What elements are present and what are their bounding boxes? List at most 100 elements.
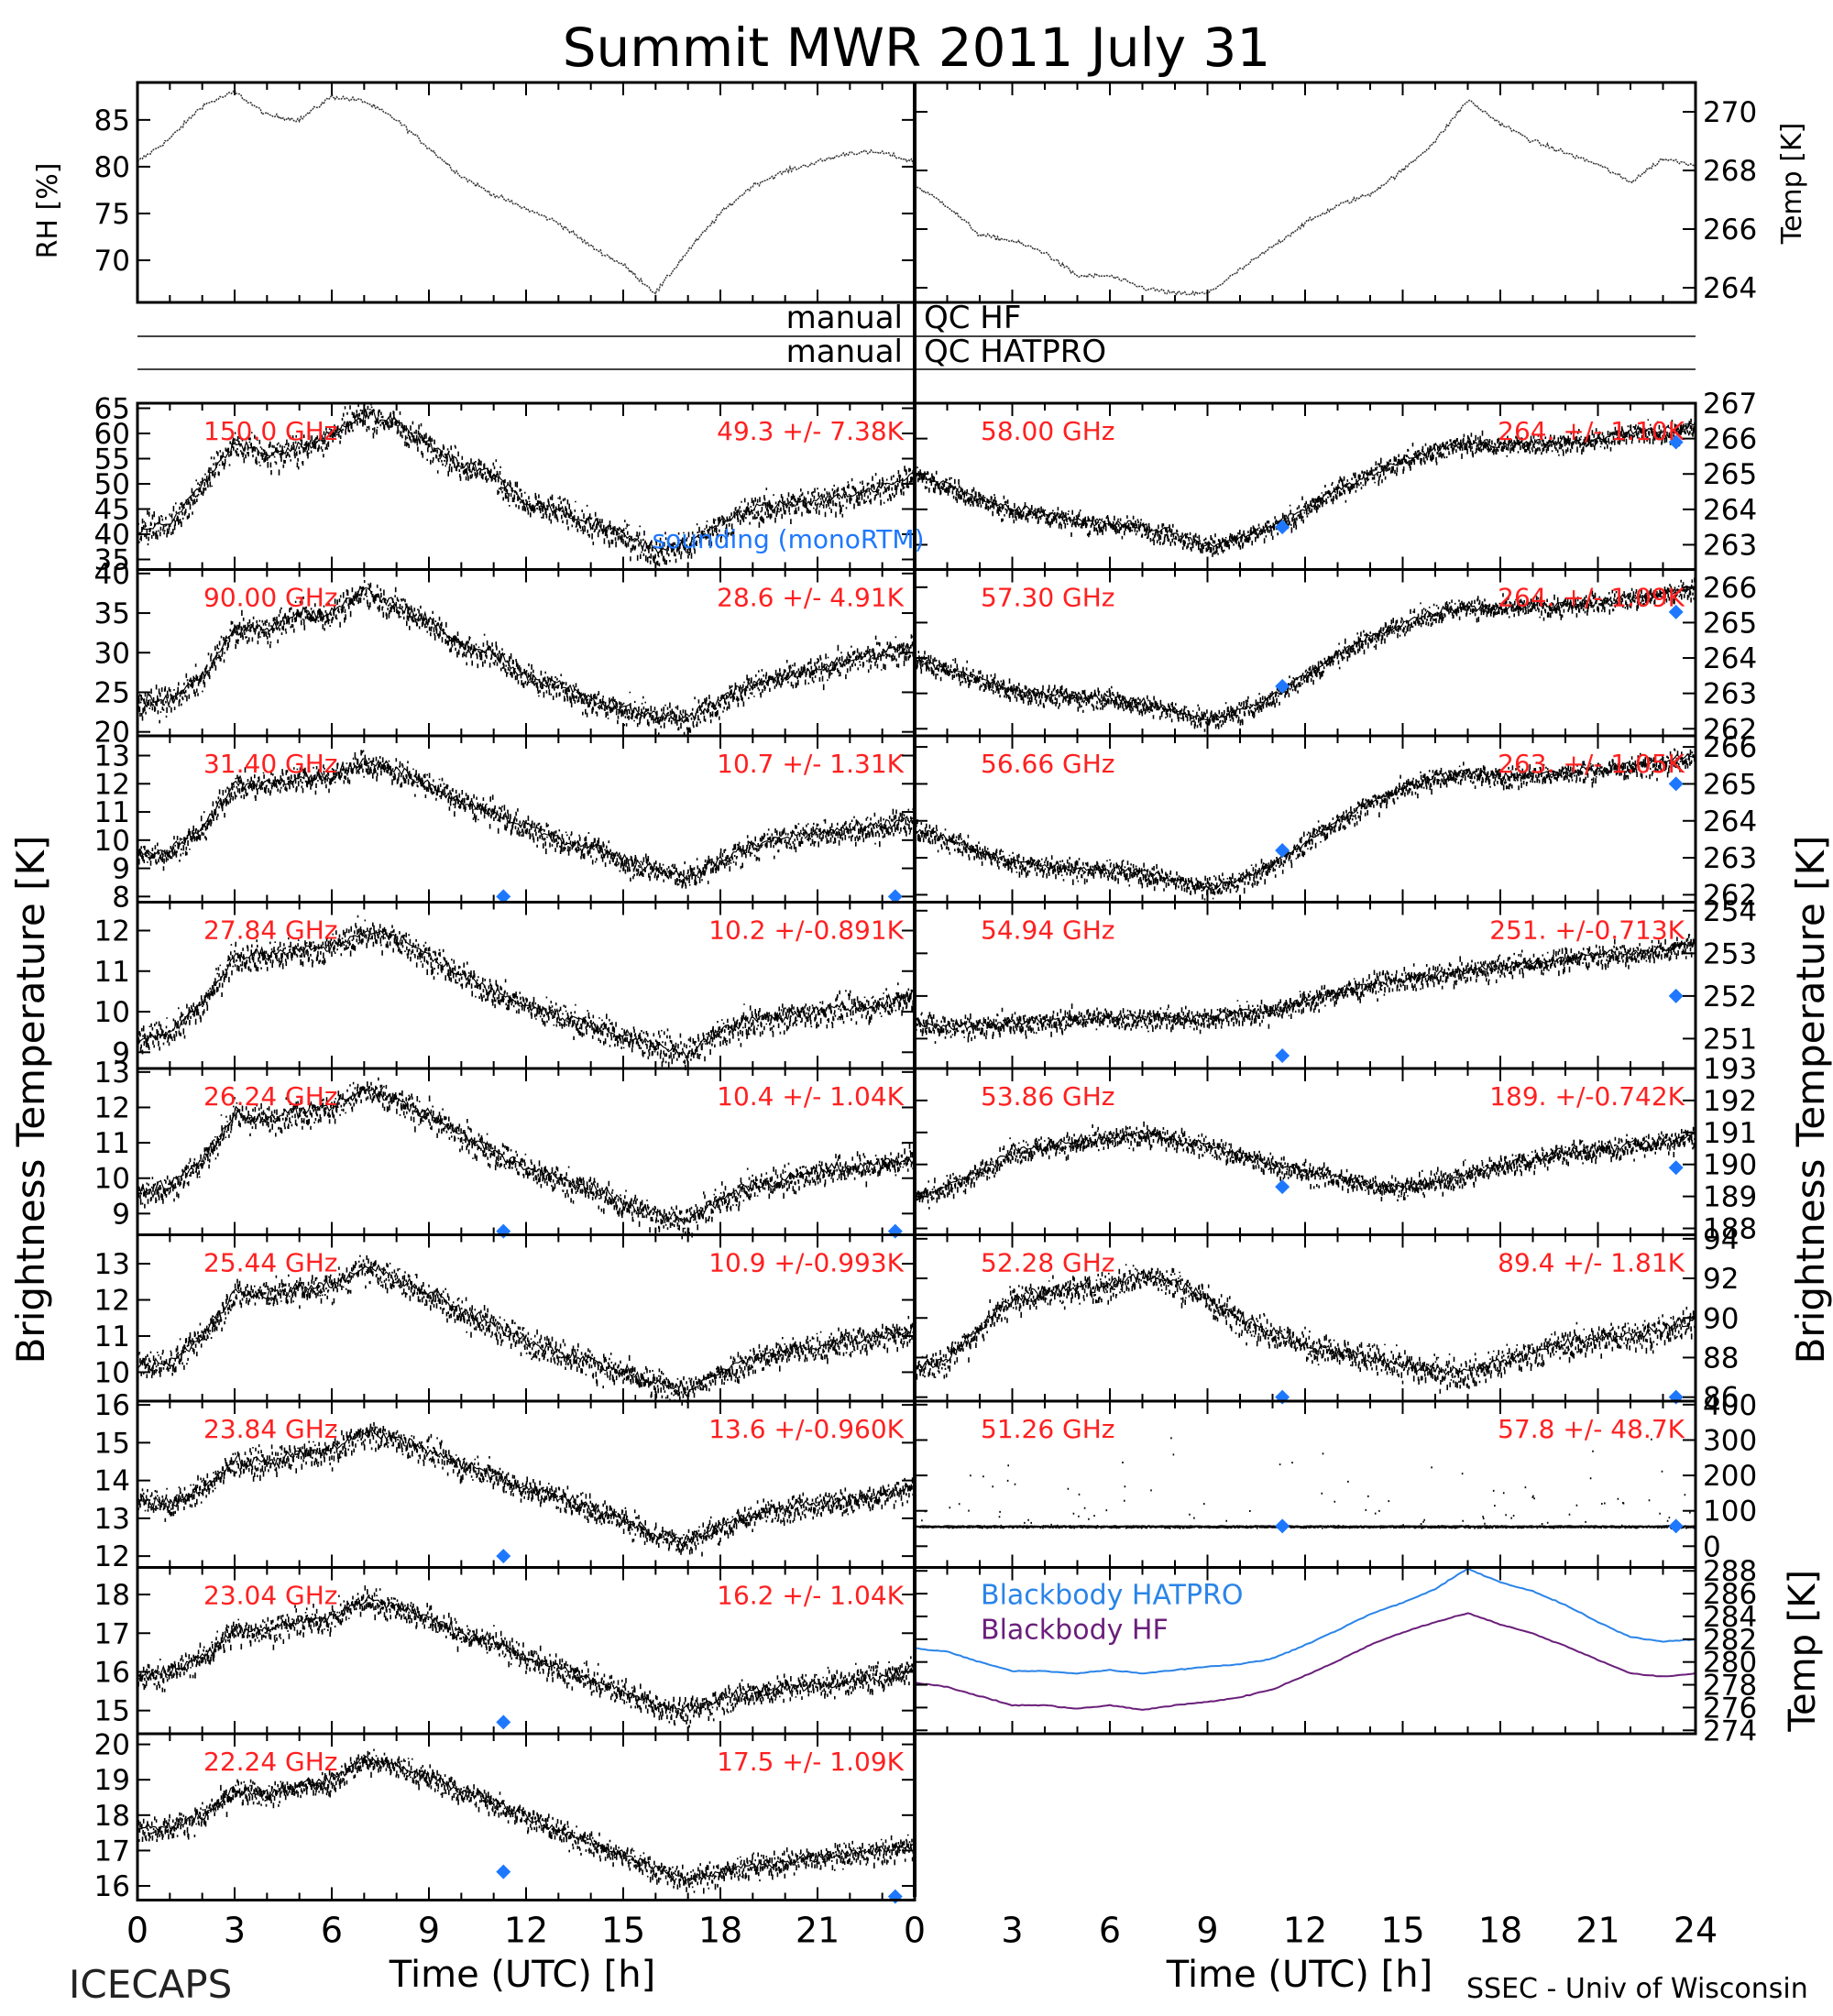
data-points [914, 934, 1696, 1044]
y-tick-label: 9 [112, 1198, 130, 1231]
qc-hf-label: QC HF [924, 300, 1021, 336]
data-series [137, 408, 916, 555]
sounding-marker [1668, 434, 1684, 450]
y-tick-label: 55 [94, 444, 130, 477]
channel-stats: 17.5 +/- 1.09K [717, 1747, 904, 1777]
x-tick-label: 21 [1575, 1911, 1619, 1951]
y-tick-label: 16 [94, 1656, 130, 1689]
sounding-marker [1668, 776, 1684, 792]
y-tick-label: 14 [94, 1465, 130, 1498]
y-tick-label: 17 [94, 1617, 130, 1650]
footer-left: ICECAPS [69, 1962, 232, 2007]
y-tick-label: 13 [94, 1057, 130, 1090]
y-tick-label: 190 [1703, 1149, 1757, 1182]
channel-stats: 10.7 +/- 1.31K [717, 749, 904, 779]
x-tick-label: 12 [1283, 1911, 1327, 1951]
sounding-marker [1668, 1518, 1684, 1534]
channel-stats: 49.3 +/- 7.38K [717, 416, 904, 446]
y-tick-label: 264 [1703, 642, 1757, 675]
channel-frequency: 53.86 GHz [981, 1081, 1115, 1112]
y-tick-label: 30 [94, 637, 130, 670]
channel-stats: 264. +/- 1.10K [1498, 416, 1685, 446]
y-tick-label: 20 [94, 1729, 130, 1762]
data-series [137, 585, 916, 725]
x-tick-label: 15 [1380, 1911, 1424, 1951]
y-axis-label: Temp [K] [1776, 123, 1808, 246]
y-tick-label: 266 [1703, 572, 1757, 605]
y-tick-label: 266 [1703, 423, 1757, 456]
data-series [137, 1594, 916, 1712]
x-tick-label: 21 [796, 1911, 840, 1951]
y-tick-label: 25 [94, 676, 130, 709]
y-axis-label: RH [%] [32, 163, 64, 259]
channel-stats: 264. +/- 1.09K [1498, 583, 1685, 613]
y-tick-label: 288 [1703, 1555, 1757, 1588]
sounding-marker [887, 889, 903, 904]
y-tick-label: 252 [1703, 981, 1757, 1013]
y-tick-label: 10 [94, 1163, 130, 1196]
channel-stats: 251. +/-0.713K [1489, 915, 1685, 946]
data-series [915, 1566, 1696, 1675]
x-tick-label: 3 [1001, 1911, 1023, 1951]
sounding-marker [887, 1223, 903, 1239]
y-tick-label: 19 [94, 1764, 130, 1797]
data-series [914, 937, 1696, 1031]
y-tick-label: 40 [94, 558, 130, 591]
data-series [914, 99, 1696, 297]
channel-stats: 16.2 +/- 1.04K [717, 1581, 904, 1611]
x-tick-label: 24 [1674, 1911, 1718, 1951]
x-tick-label: 15 [601, 1911, 645, 1951]
x-tick-label: 0 [126, 1911, 148, 1951]
channel-panel: 90.00 GHz 28.6 +/- 4.91K 20 25 30 35 40 [94, 558, 916, 750]
x-axis-title-left: Time (UTC) [h] [389, 1954, 655, 1996]
data-series [137, 1085, 916, 1226]
sounding-marker [1275, 843, 1290, 859]
y-tick-label: 264 [1703, 494, 1757, 527]
x-axis-title-right: Time (UTC) [h] [1166, 1954, 1432, 1996]
channel-stats: 189. +/-0.742K [1489, 1081, 1685, 1112]
y-tick-label: 8 [112, 881, 130, 914]
y-tick-label: 70 [94, 245, 130, 278]
y-tick-label: 40 [94, 519, 130, 552]
channel-stats: 57.8 +/- 48.7K [1498, 1414, 1685, 1444]
channel-panel: 54.94 GHz 251. +/-0.713K 251 252 253 254 [913, 895, 1757, 1070]
y-axis-label: Temp [K] [1782, 1570, 1824, 1733]
legend-entry: Blackbody HF [981, 1615, 1169, 1647]
y-tick-label: 280 [1703, 1647, 1757, 1680]
y-tick-label: 263 [1703, 529, 1757, 562]
sounding-marker [1275, 678, 1290, 694]
y-tick-label: 300 [1703, 1424, 1757, 1457]
sounding-marker [496, 1549, 511, 1564]
y-tick-label: 267 [1703, 388, 1757, 421]
y-tick-label: 282 [1703, 1624, 1757, 1657]
channel-frequency: 57.30 GHz [981, 583, 1115, 613]
left-y-axis-title: Brightness Temperature [K] [8, 836, 53, 1364]
y-tick-label: 286 [1703, 1578, 1757, 1611]
channel-stats: 263. +/- 1.05K [1498, 749, 1685, 779]
channel-frequency: 56.66 GHz [981, 749, 1115, 779]
y-tick-label: 268 [1703, 155, 1757, 188]
channel-stats: 10.9 +/-0.993K [708, 1248, 904, 1278]
y-tick-label: 193 [1703, 1053, 1757, 1086]
y-tick-label: 188 [1703, 1213, 1757, 1246]
data-series [914, 422, 1696, 548]
y-tick-label: 13 [94, 740, 130, 773]
y-tick-label: 265 [1703, 768, 1757, 801]
y-tick-label: 9 [112, 853, 130, 886]
data-series [914, 1268, 1696, 1376]
channel-stats: 13.6 +/-0.960K [708, 1414, 904, 1444]
y-tick-label: 12 [94, 1285, 130, 1318]
channel-frequency: 25.44 GHz [203, 1248, 338, 1278]
y-tick-label: 189 [1703, 1181, 1757, 1214]
y-tick-label: 264 [1703, 272, 1757, 305]
channel-frequency: 23.84 GHz [203, 1414, 338, 1444]
y-tick-label: 266 [1703, 214, 1757, 247]
